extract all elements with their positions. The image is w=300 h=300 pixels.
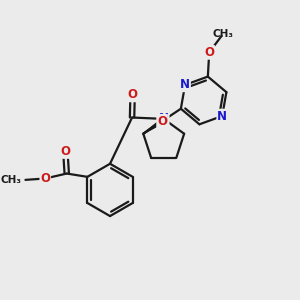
Text: O: O xyxy=(157,115,167,128)
Text: O: O xyxy=(128,88,138,101)
Text: CH₃: CH₃ xyxy=(212,29,233,40)
Text: O: O xyxy=(60,145,70,158)
Text: N: N xyxy=(159,112,169,125)
Text: N: N xyxy=(217,110,227,122)
Text: O: O xyxy=(204,46,214,59)
Text: CH₃: CH₃ xyxy=(0,175,21,185)
Text: N: N xyxy=(180,78,190,92)
Polygon shape xyxy=(143,119,163,134)
Text: O: O xyxy=(40,172,50,185)
